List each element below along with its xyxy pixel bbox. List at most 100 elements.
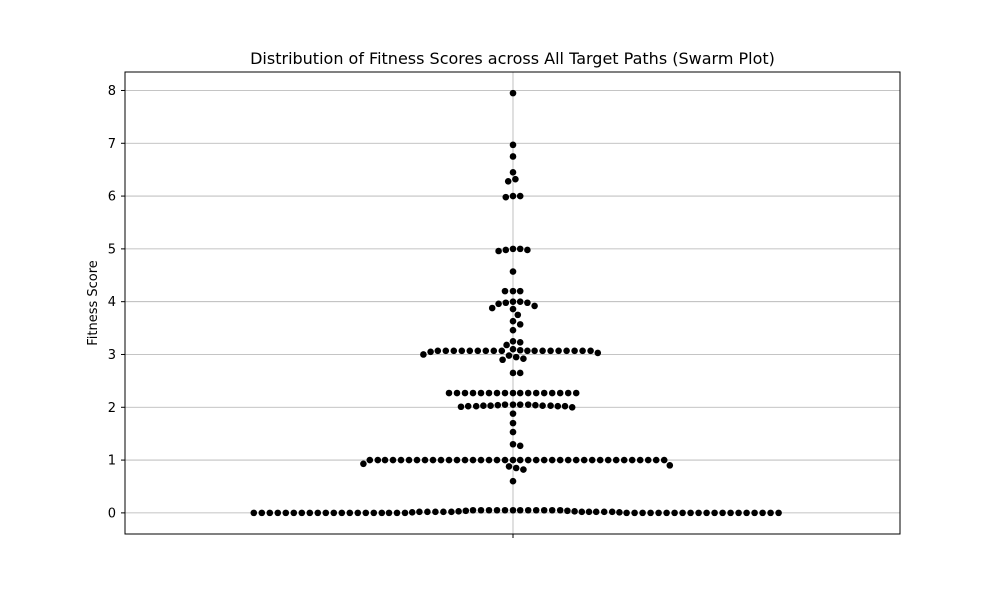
data-point	[548, 506, 556, 514]
data-point	[495, 247, 502, 255]
data-point	[666, 462, 674, 469]
data-point	[514, 311, 522, 319]
data-point	[539, 347, 546, 355]
data-point	[564, 389, 572, 397]
data-point	[516, 456, 524, 464]
data-point	[469, 506, 477, 514]
data-point	[600, 508, 608, 516]
data-point	[408, 509, 416, 516]
data-point	[432, 508, 439, 516]
data-point	[608, 508, 616, 516]
data-point	[671, 509, 678, 517]
data-point	[464, 402, 472, 410]
data-point	[502, 299, 510, 307]
data-point	[457, 403, 465, 411]
data-point	[516, 442, 524, 450]
data-point	[564, 507, 571, 515]
data-point	[520, 355, 527, 363]
data-point	[571, 508, 578, 515]
data-point	[612, 456, 620, 464]
data-point	[472, 402, 480, 410]
data-point	[370, 509, 378, 517]
data-point	[639, 509, 646, 517]
data-point	[532, 401, 539, 409]
data-point	[462, 507, 470, 515]
data-point	[453, 456, 461, 464]
data-point	[509, 305, 517, 313]
data-point	[493, 456, 501, 464]
data-point	[429, 456, 437, 464]
data-point	[458, 347, 466, 355]
data-point	[620, 456, 628, 464]
data-point	[493, 506, 501, 514]
data-point	[258, 509, 266, 517]
data-point	[663, 509, 670, 517]
data-point	[512, 175, 519, 183]
data-point	[548, 389, 556, 397]
data-point	[416, 508, 423, 516]
data-point	[389, 456, 397, 464]
data-point	[474, 347, 482, 355]
y-tick-label: 0	[108, 506, 116, 521]
data-point	[498, 347, 506, 355]
data-point	[604, 456, 612, 464]
data-point	[354, 509, 362, 517]
points-layer	[250, 89, 782, 517]
data-point	[616, 509, 623, 516]
data-point	[442, 347, 450, 355]
chart-title: Distribution of Fitness Scores across Al…	[250, 49, 775, 68]
data-point	[564, 456, 572, 464]
data-point	[490, 347, 498, 355]
data-point	[516, 245, 524, 253]
y-tick-label: 1	[108, 454, 116, 469]
data-point	[509, 317, 517, 325]
data-point	[477, 456, 485, 464]
data-point	[366, 456, 374, 464]
data-point	[290, 509, 298, 517]
data-point	[516, 506, 524, 514]
data-point	[587, 347, 594, 355]
data-point	[509, 326, 517, 334]
data-point	[524, 389, 532, 397]
data-point	[655, 509, 662, 517]
data-point	[509, 428, 517, 436]
data-point	[516, 321, 524, 328]
data-point	[540, 506, 548, 514]
data-point	[502, 246, 510, 254]
data-point	[509, 192, 517, 200]
data-point	[524, 246, 531, 254]
data-point	[482, 347, 490, 355]
data-point	[488, 304, 496, 312]
data-point	[421, 456, 429, 464]
data-point	[477, 389, 485, 397]
data-point	[532, 506, 540, 514]
data-point	[636, 456, 644, 464]
data-point	[524, 506, 532, 514]
data-point	[580, 456, 588, 464]
data-point	[401, 509, 409, 517]
data-point	[282, 509, 290, 517]
data-point	[775, 509, 782, 517]
data-point	[524, 347, 531, 355]
data-point	[501, 506, 509, 514]
data-point	[531, 347, 538, 355]
data-point	[362, 509, 370, 517]
data-point	[751, 509, 758, 517]
data-point	[554, 402, 562, 410]
data-point	[455, 508, 462, 515]
data-point	[509, 337, 517, 345]
data-point	[509, 89, 517, 97]
data-point	[445, 389, 453, 397]
data-point	[509, 245, 517, 253]
data-point	[727, 509, 734, 517]
data-point	[413, 456, 421, 464]
data-point	[405, 456, 413, 464]
data-point	[298, 509, 306, 517]
data-point	[338, 509, 346, 517]
data-point	[711, 509, 718, 517]
data-point	[767, 509, 774, 517]
data-point	[556, 456, 564, 464]
data-point	[266, 509, 274, 517]
data-point	[393, 509, 401, 517]
